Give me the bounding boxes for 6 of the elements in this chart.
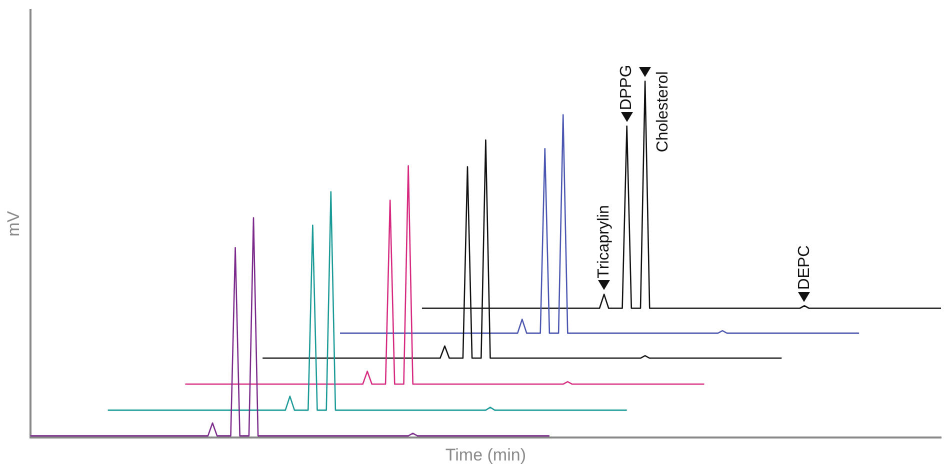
x-axis-title: Time (min)	[445, 445, 526, 464]
annotation: DEPC	[796, 245, 813, 290]
annotation: Tricaprylin	[595, 205, 612, 278]
y-axis-title: mV	[4, 210, 23, 237]
annotation: DPPG	[618, 64, 636, 110]
annotation: Cholesterol	[654, 71, 672, 152]
